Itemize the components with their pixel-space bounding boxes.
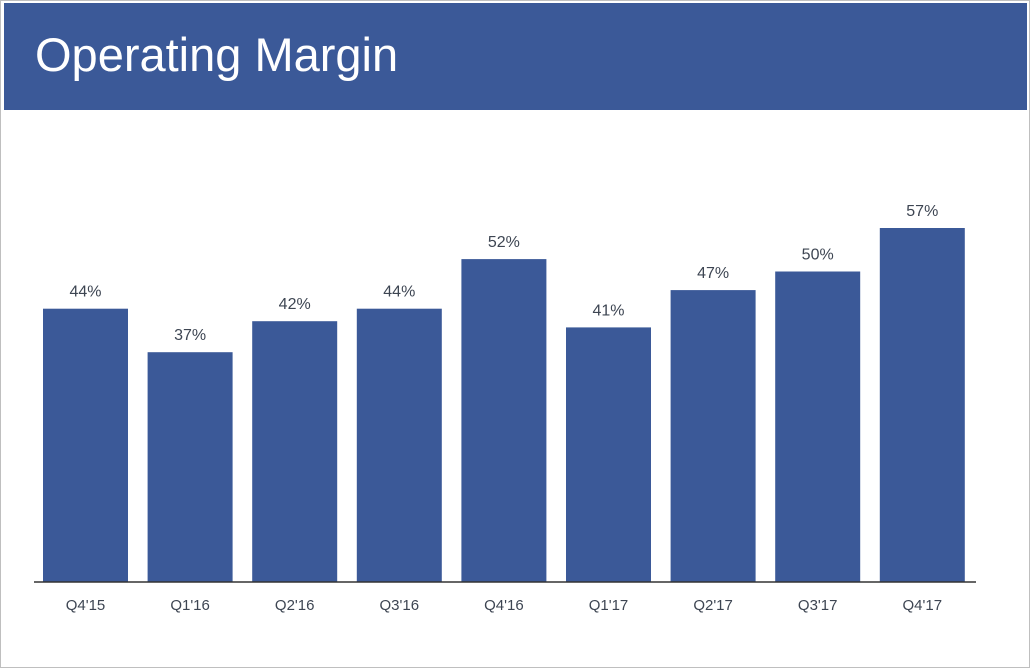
bars-layer [43, 228, 965, 582]
bar-5 [566, 327, 651, 582]
x-tick-label-7: Q3'17 [798, 597, 838, 614]
data-label-2: 42% [279, 296, 311, 313]
data-label-7: 50% [802, 247, 834, 264]
x-tick-label-0: Q4'15 [66, 597, 106, 614]
title-banner: Operating Margin [4, 3, 1027, 110]
labels-layer: 44% Q4'15 37% Q1'16 42% Q2'16 44% Q3'16 52% Q4'16… [66, 203, 942, 614]
x-tick-label-2: Q2'16 [275, 597, 315, 614]
x-tick-label-5: Q1'17 [589, 597, 629, 614]
bar-7 [775, 271, 861, 582]
data-label-3: 44% [383, 284, 415, 301]
bar-2 [252, 321, 338, 582]
x-tick-label-6: Q2'17 [693, 597, 733, 614]
bar-0 [43, 308, 128, 582]
bar-1 [147, 352, 233, 582]
x-tick-label-8: Q4'17 [903, 597, 943, 614]
bar-8 [879, 228, 965, 582]
page-title: Operating Margin [35, 28, 399, 81]
data-label-5: 41% [592, 302, 624, 319]
x-tick-label-4: Q4'16 [484, 597, 524, 614]
data-label-0: 44% [69, 284, 101, 301]
data-label-1: 37% [174, 327, 206, 344]
data-label-6: 47% [697, 265, 729, 282]
bar-4 [461, 259, 547, 582]
data-label-8: 57% [906, 203, 938, 220]
bar-3 [356, 308, 442, 582]
x-tick-label-1: Q1'16 [170, 597, 210, 614]
x-tick-label-3: Q3'16 [380, 597, 420, 614]
bar-6 [670, 290, 756, 582]
data-label-4: 52% [488, 234, 520, 251]
